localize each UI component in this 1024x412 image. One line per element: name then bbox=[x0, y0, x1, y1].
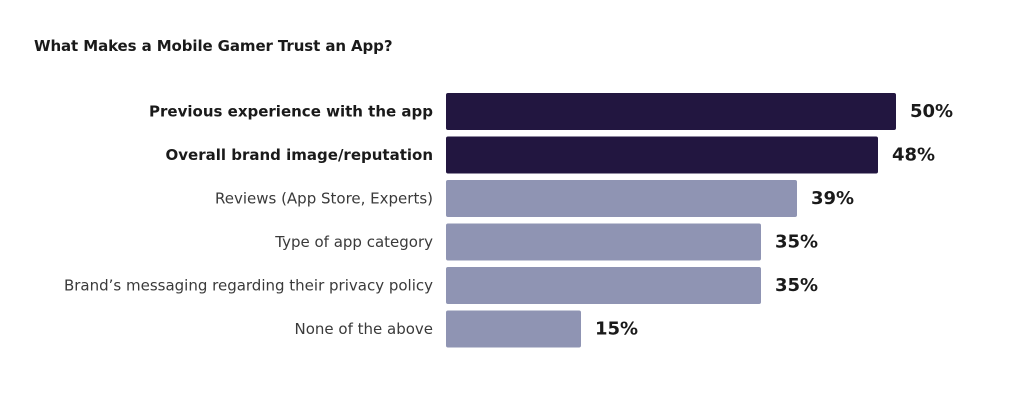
bar-1 bbox=[446, 93, 896, 130]
category-label-6: None of the above bbox=[294, 320, 433, 338]
bar-2 bbox=[446, 136, 878, 174]
value-label-1: 50% bbox=[910, 101, 953, 122]
category-label-4: Type of app category bbox=[274, 233, 433, 251]
bar-3 bbox=[446, 180, 797, 217]
category-label-3: Reviews (App Store, Experts) bbox=[215, 190, 433, 208]
value-label-4: 35% bbox=[775, 232, 818, 253]
bar-5 bbox=[446, 267, 761, 304]
value-label-3: 39% bbox=[811, 188, 854, 209]
category-label-1: Previous experience with the app bbox=[149, 103, 433, 121]
category-label-2: Overall brand image/reputation bbox=[166, 146, 433, 164]
bar-6 bbox=[446, 310, 581, 348]
value-label-5: 35% bbox=[775, 275, 818, 296]
category-label-5: Brand’s messaging regarding their privac… bbox=[64, 277, 433, 295]
value-label-2: 48% bbox=[892, 145, 935, 166]
value-label-6: 15% bbox=[595, 319, 638, 340]
chart-title: What Makes a Mobile Gamer Trust an App? bbox=[34, 37, 393, 55]
bar-4 bbox=[446, 223, 761, 261]
